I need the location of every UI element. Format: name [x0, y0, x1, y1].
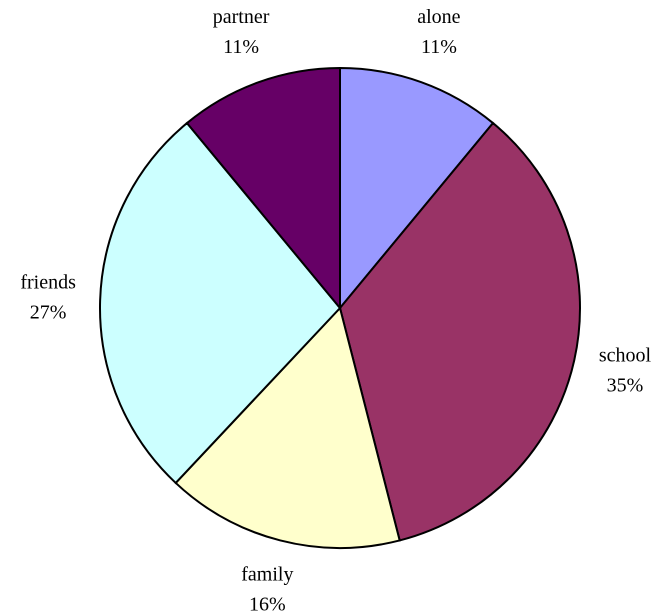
pie-slice [338, 121, 581, 542]
pie-slice [99, 121, 342, 485]
pie-slice [174, 305, 401, 549]
slice-value-label: 35% [607, 374, 644, 396]
slice-value-label: 27% [30, 301, 67, 323]
slice-value-label: 11% [223, 36, 259, 58]
slice-label: school [599, 344, 652, 366]
pie-slice [185, 66, 341, 311]
slice-label: alone [417, 6, 460, 28]
slice-label: friends [20, 271, 76, 293]
slice-value-label: 16% [249, 593, 286, 615]
pie-slice [339, 66, 495, 311]
slice-label: partner [213, 6, 270, 28]
slice-label: family [241, 563, 293, 585]
slice-value-label: 11% [421, 36, 457, 58]
